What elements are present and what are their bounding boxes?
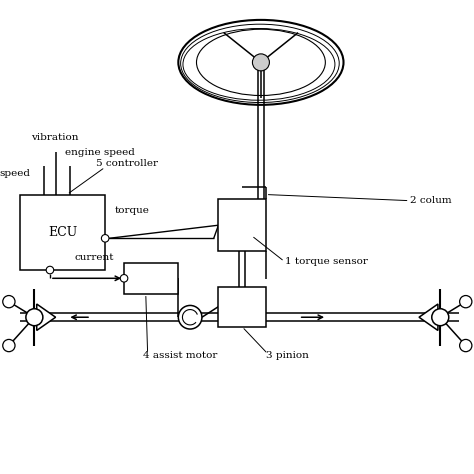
Text: 3 pinion: 3 pinion bbox=[265, 351, 309, 360]
Circle shape bbox=[253, 54, 269, 71]
Text: 4 assist motor: 4 assist motor bbox=[143, 351, 217, 360]
Bar bbox=[124, 263, 178, 293]
Circle shape bbox=[46, 266, 54, 274]
Text: 2 colum: 2 colum bbox=[410, 196, 451, 205]
Text: torque: torque bbox=[115, 206, 149, 215]
Text: engine speed: engine speed bbox=[65, 147, 135, 156]
Bar bbox=[219, 287, 265, 327]
Circle shape bbox=[120, 274, 128, 282]
Polygon shape bbox=[36, 304, 55, 330]
Circle shape bbox=[3, 339, 15, 352]
Text: speed: speed bbox=[0, 169, 30, 178]
Text: ECU: ECU bbox=[48, 226, 77, 239]
Text: 5 controller: 5 controller bbox=[96, 159, 158, 168]
Polygon shape bbox=[419, 304, 438, 330]
Circle shape bbox=[101, 235, 109, 242]
Circle shape bbox=[460, 295, 472, 308]
Bar bbox=[20, 194, 105, 270]
Circle shape bbox=[3, 295, 15, 308]
Circle shape bbox=[178, 305, 202, 329]
Circle shape bbox=[432, 309, 449, 326]
Text: 1 torque sensor: 1 torque sensor bbox=[284, 257, 367, 266]
Text: current: current bbox=[74, 253, 114, 262]
Text: vibration: vibration bbox=[31, 133, 79, 142]
Circle shape bbox=[26, 309, 43, 326]
Bar bbox=[219, 199, 265, 251]
Circle shape bbox=[460, 339, 472, 352]
